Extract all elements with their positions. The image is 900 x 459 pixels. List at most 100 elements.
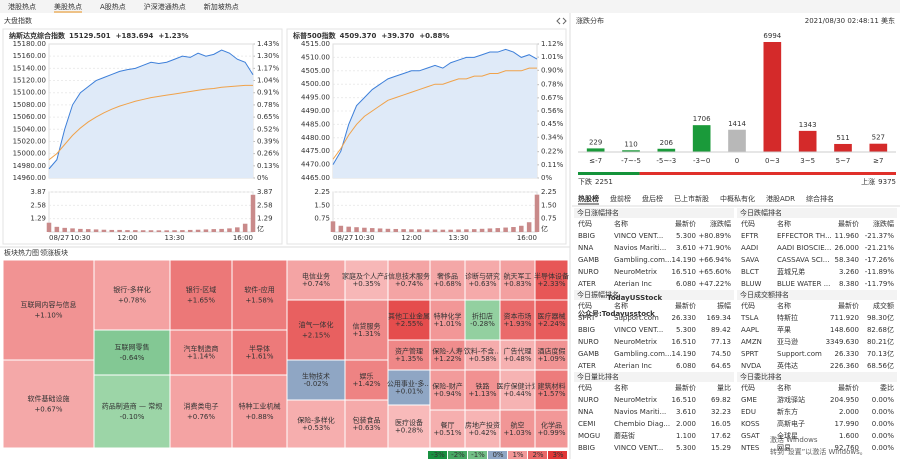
stock-code[interactable]: TSLA [740, 314, 759, 322]
stock-name[interactable]: Gambling.com... [614, 256, 672, 264]
stock-code[interactable]: NURO [578, 396, 599, 404]
sector-cell[interactable] [286, 359, 346, 401]
stock-code[interactable]: GME [741, 396, 757, 404]
stock-name[interactable]: 蘑菇街 [614, 431, 635, 440]
rank-tab[interactable]: 热股榜 [578, 194, 599, 203]
sector-cell[interactable] [231, 259, 288, 331]
sector-cell[interactable] [169, 329, 233, 376]
stock-code[interactable]: BBIG [578, 444, 595, 452]
stock-code[interactable]: SPRT [578, 314, 596, 322]
stock-name[interactable]: Chembio Diag... [614, 420, 670, 428]
next-arrow[interactable] [562, 17, 567, 25]
sector-cell[interactable] [499, 409, 536, 449]
sector-cell[interactable] [93, 259, 171, 331]
nav-tab[interactable]: 港股热点 [8, 2, 36, 11]
stock-name[interactable]: EFFECTOR TH... [777, 232, 832, 240]
sector-cell[interactable] [534, 299, 569, 341]
stock-name[interactable]: 网易 [777, 444, 791, 452]
sector-cell[interactable] [534, 409, 569, 449]
stock-name[interactable]: 高斯电子 [777, 419, 805, 428]
stock-code[interactable]: KOSS [741, 420, 760, 428]
rank-tab[interactable]: 中概私有化 [720, 194, 755, 203]
panel-subtitle[interactable]: 领涨板块 [40, 248, 68, 257]
stock-name[interactable]: Support.com [777, 350, 822, 358]
stock-code[interactable]: NNA [578, 408, 593, 416]
stock-code[interactable]: AAPL [741, 326, 759, 334]
sector-cell[interactable] [429, 339, 466, 371]
sector-cell[interactable] [464, 409, 501, 449]
stock-name[interactable]: Gambling.com... [614, 350, 672, 358]
stock-code[interactable]: ATER [578, 280, 596, 288]
stock-code[interactable]: AADI [741, 244, 758, 252]
sector-cell[interactable] [499, 369, 536, 411]
sector-cell[interactable] [464, 339, 501, 371]
stock-code[interactable]: MOGU [578, 432, 600, 440]
stock-name[interactable]: 特斯拉 [777, 313, 798, 322]
stock-code[interactable]: GAMB [578, 350, 599, 358]
stock-code[interactable]: SPRT [741, 350, 759, 358]
sector-cell[interactable] [464, 369, 501, 411]
stock-name[interactable]: NeuroMetrix [614, 338, 657, 346]
stock-code[interactable]: NVDA [741, 362, 761, 370]
stock-code[interactable]: BLCT [741, 268, 760, 276]
stock-name[interactable]: Support.com [614, 314, 659, 322]
sector-cell[interactable] [286, 399, 346, 449]
nav-tab[interactable]: 美股热点 [54, 2, 82, 11]
sector-cell[interactable] [286, 299, 346, 361]
rank-tab[interactable]: 已上市新股 [674, 194, 709, 203]
stock-code[interactable]: BBIG [578, 326, 595, 334]
rank-tab[interactable]: 港股ADR [766, 194, 795, 203]
stock-code[interactable]: GSAT [741, 432, 760, 440]
stock-name[interactable]: Aterian Inc [614, 280, 652, 288]
prev-arrow[interactable] [556, 17, 561, 25]
stock-name[interactable]: 英伟达 [777, 361, 798, 370]
stock-code[interactable]: AMZN [741, 338, 762, 346]
nav-tab[interactable]: 新加坡热点 [204, 2, 239, 11]
sector-cell[interactable] [429, 259, 466, 301]
sector-cell[interactable] [2, 259, 95, 361]
stock-name[interactable]: 亚马逊 [777, 337, 798, 346]
stock-name[interactable]: BLUE WATER ... [777, 280, 830, 288]
stock-code[interactable]: CEMI [578, 420, 595, 428]
stock-name[interactable]: AADI BIOSCIE... [777, 244, 831, 252]
stock-code[interactable]: NURO [578, 268, 599, 276]
stock-name[interactable]: 游戏驿站 [777, 395, 805, 404]
stock-name[interactable]: 蓝城兄弟 [777, 267, 805, 276]
stock-name[interactable]: NeuroMetrix [614, 396, 657, 404]
rank-tab[interactable]: 综合排名 [806, 194, 834, 203]
sector-cell[interactable] [169, 259, 233, 331]
stock-code[interactable]: GAMB [578, 256, 599, 264]
stock-name[interactable]: VINCO VENT... [614, 232, 663, 240]
stock-name[interactable]: VINCO VENT... [614, 444, 663, 452]
sector-cell[interactable] [387, 369, 431, 406]
sector-cell[interactable] [499, 339, 536, 371]
sector-cell[interactable] [534, 369, 569, 411]
sector-cell[interactable] [286, 259, 346, 301]
stock-code[interactable]: ATER [578, 362, 596, 370]
stock-name[interactable]: 新东方 [777, 407, 798, 416]
stock-code[interactable]: SAVA [741, 256, 759, 264]
nav-tab[interactable]: A股热点 [100, 2, 126, 11]
sector-cell[interactable] [2, 359, 95, 449]
stock-name[interactable]: NeuroMetrix [614, 268, 657, 276]
stock-name[interactable]: Navios Mariti... [614, 244, 666, 252]
sector-cell[interactable] [499, 299, 536, 341]
rank-tab[interactable]: 盘后榜 [642, 194, 663, 203]
stock-code[interactable]: BLUW [741, 280, 761, 288]
stock-name[interactable]: Aterian Inc [614, 362, 652, 370]
stock-code[interactable]: NNA [578, 244, 593, 252]
stock-name[interactable]: 全球星 [777, 431, 798, 440]
sector-cell[interactable] [93, 374, 171, 449]
rank-tab[interactable]: 盘前榜 [610, 194, 631, 203]
sector-cell[interactable] [231, 374, 288, 449]
sector-cell[interactable] [387, 404, 431, 449]
stock-name[interactable]: 苹果 [777, 325, 791, 334]
sector-cell[interactable] [231, 329, 288, 376]
stock-code[interactable]: EDU [741, 408, 756, 416]
sector-cell[interactable] [387, 299, 431, 341]
stock-code[interactable]: NURO [578, 338, 599, 346]
sector-cell[interactable] [534, 259, 569, 301]
sector-cell[interactable] [344, 359, 389, 401]
stock-code[interactable]: BBIG [578, 232, 595, 240]
nav-tab[interactable]: 沪深港通热点 [144, 2, 186, 11]
